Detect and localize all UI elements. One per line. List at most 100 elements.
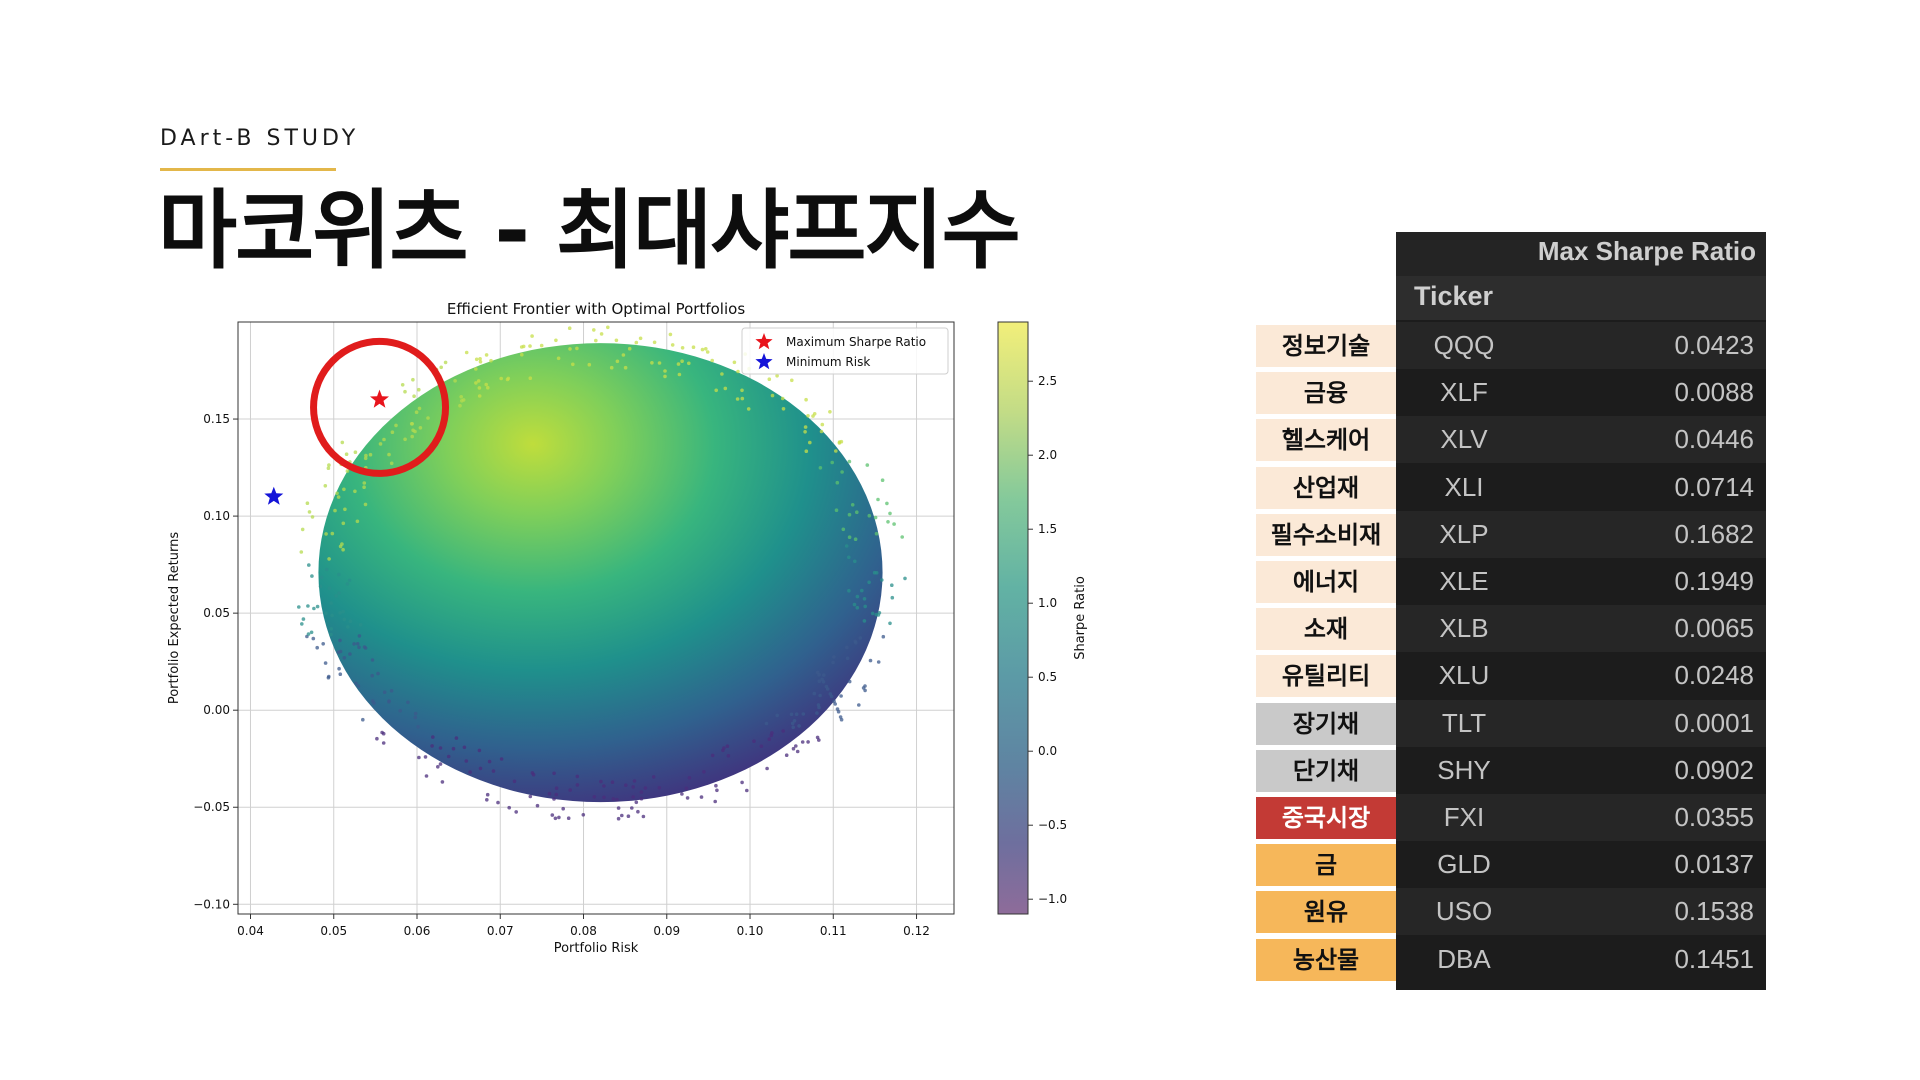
scatter-point <box>476 379 481 383</box>
x-axis-label: Portfolio Risk <box>554 941 639 956</box>
scatter-point <box>417 406 422 411</box>
scatter-point <box>431 735 435 739</box>
scatter-point <box>860 588 864 593</box>
ticker-cell: QQQ <box>1433 330 1495 360</box>
scatter-point <box>474 381 478 385</box>
scatter-point <box>362 485 366 490</box>
scatter-point <box>312 606 316 611</box>
y-tick-label: 0.15 <box>203 412 230 426</box>
scatter-point <box>342 656 347 660</box>
scatter-point <box>323 484 328 488</box>
scatter-point <box>857 703 861 707</box>
weight-cell: 0.1538 <box>1674 896 1754 927</box>
scatter-point <box>800 740 805 744</box>
sector-label: 산업재 <box>1256 466 1396 509</box>
scatter-point <box>794 744 798 748</box>
special-points <box>264 337 450 505</box>
scatter-point <box>759 744 764 748</box>
table-row: XLI 0.0714 <box>1396 464 1766 511</box>
scatter-point <box>769 733 774 738</box>
scatter-point <box>398 709 403 713</box>
ticker-cell: FXI <box>1443 802 1485 832</box>
scatter-point <box>870 611 875 616</box>
scatter-point <box>411 428 415 433</box>
scatter-point <box>311 636 316 641</box>
plot-frame <box>237 321 955 915</box>
scatter-point <box>307 563 311 567</box>
scatter-point <box>627 346 632 351</box>
scatter-point <box>439 365 444 370</box>
scatter-point <box>623 365 628 370</box>
scatter-point <box>300 622 304 626</box>
scatter-point <box>620 813 624 818</box>
scatter-point <box>325 567 329 572</box>
scatter-point <box>413 715 418 720</box>
scatter-point <box>342 487 346 492</box>
scatter-point <box>630 806 634 810</box>
scatter-point <box>745 788 749 793</box>
scatter-point <box>615 797 619 802</box>
y-axis-label: Portfolio Expected Returns <box>167 532 182 705</box>
scatter-point <box>714 783 718 788</box>
scatter-point <box>680 346 685 350</box>
table-row: XLB 0.0065 <box>1396 605 1766 653</box>
scatter-point <box>705 350 710 354</box>
scatter-point <box>657 361 662 365</box>
scatter-point <box>881 634 886 639</box>
weight-cell: 0.1451 <box>1674 943 1754 974</box>
scatter-point <box>464 350 469 355</box>
scatter-point <box>438 762 443 766</box>
scatter-point <box>885 501 889 506</box>
scatter-point <box>781 729 785 733</box>
scatter-point <box>847 555 851 560</box>
scatter-point <box>764 721 769 726</box>
scatter-point <box>353 489 357 494</box>
scatter-point <box>330 613 334 618</box>
weight-cell: 0.0714 <box>1674 471 1754 502</box>
scatter-point <box>652 340 657 345</box>
scatter-point <box>553 816 558 821</box>
scatter-point <box>575 774 580 779</box>
scatter-point <box>340 542 344 546</box>
colorbar-tick-label: 0.5 <box>1038 670 1057 684</box>
scatter-point <box>485 798 489 802</box>
scatter-point <box>400 383 405 387</box>
sector-label: 정보기술 <box>1256 325 1396 367</box>
scatter-point <box>722 746 726 750</box>
scatter-point <box>790 721 795 726</box>
scatter-point <box>794 712 799 716</box>
scatter-point <box>552 771 556 776</box>
sector-label: 중국시장 <box>1256 797 1396 839</box>
y-tick-label: 0.05 <box>203 606 230 620</box>
scatter-point <box>616 816 621 821</box>
scatter-point <box>615 359 620 364</box>
scatter-point <box>382 690 387 694</box>
axis-ticks: 0.04 0.05 0.06 0.07 0.08 0.09 0.10 0.11 0.12 −0.1… <box>193 412 930 938</box>
scatter-point <box>505 377 510 382</box>
scatter-point <box>855 605 860 610</box>
table-row: DBA 0.1451 <box>1396 936 1766 983</box>
scatter-point <box>575 346 579 351</box>
scatter-point <box>791 725 795 730</box>
weight-cell: 0.0446 <box>1674 424 1754 455</box>
scatter-point <box>389 689 394 693</box>
scatter-point <box>451 746 456 751</box>
legend-star-icon <box>755 353 773 370</box>
scatter-point <box>710 358 714 363</box>
scatter-point <box>815 735 820 740</box>
scatter-point <box>337 572 341 577</box>
ticker-cell: USO <box>1435 896 1493 927</box>
scatter-point <box>850 503 855 507</box>
scatter-point <box>702 770 706 774</box>
scatter-point <box>835 480 840 485</box>
scatter-point <box>873 515 878 520</box>
slide-title: 마코위츠 - 최대샤프지수 <box>158 181 1021 281</box>
scatter-point <box>862 619 867 623</box>
scatter-point <box>872 570 877 575</box>
y-tick-label: 0.00 <box>203 703 230 717</box>
scatter-point <box>726 754 731 758</box>
scatter-point <box>416 725 420 729</box>
scatter-point <box>636 809 640 814</box>
weight-cell: 0.1682 <box>1674 518 1754 549</box>
maximum-sharpe-ratio-star <box>370 389 389 408</box>
